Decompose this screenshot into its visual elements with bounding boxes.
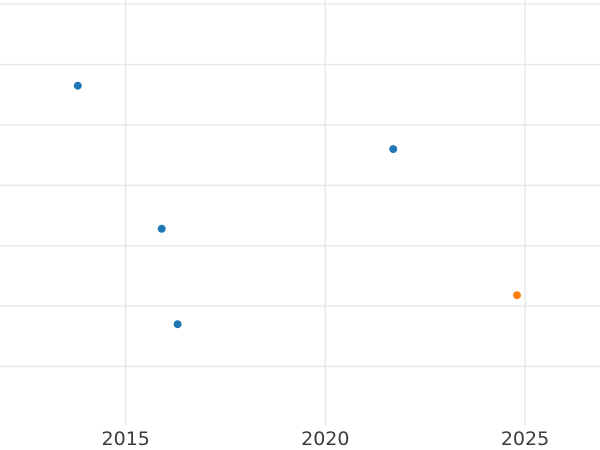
x-tick-label: 2020	[301, 428, 349, 450]
data-point-orange-series	[513, 291, 521, 300]
x-tick-label: 2015	[102, 428, 150, 450]
data-point-blue-series	[173, 320, 182, 329]
data-point-blue-series	[389, 145, 398, 154]
x-tick-label: 2025	[501, 428, 549, 450]
data-point-blue-series	[157, 224, 166, 233]
data-point-blue-series	[73, 81, 82, 90]
